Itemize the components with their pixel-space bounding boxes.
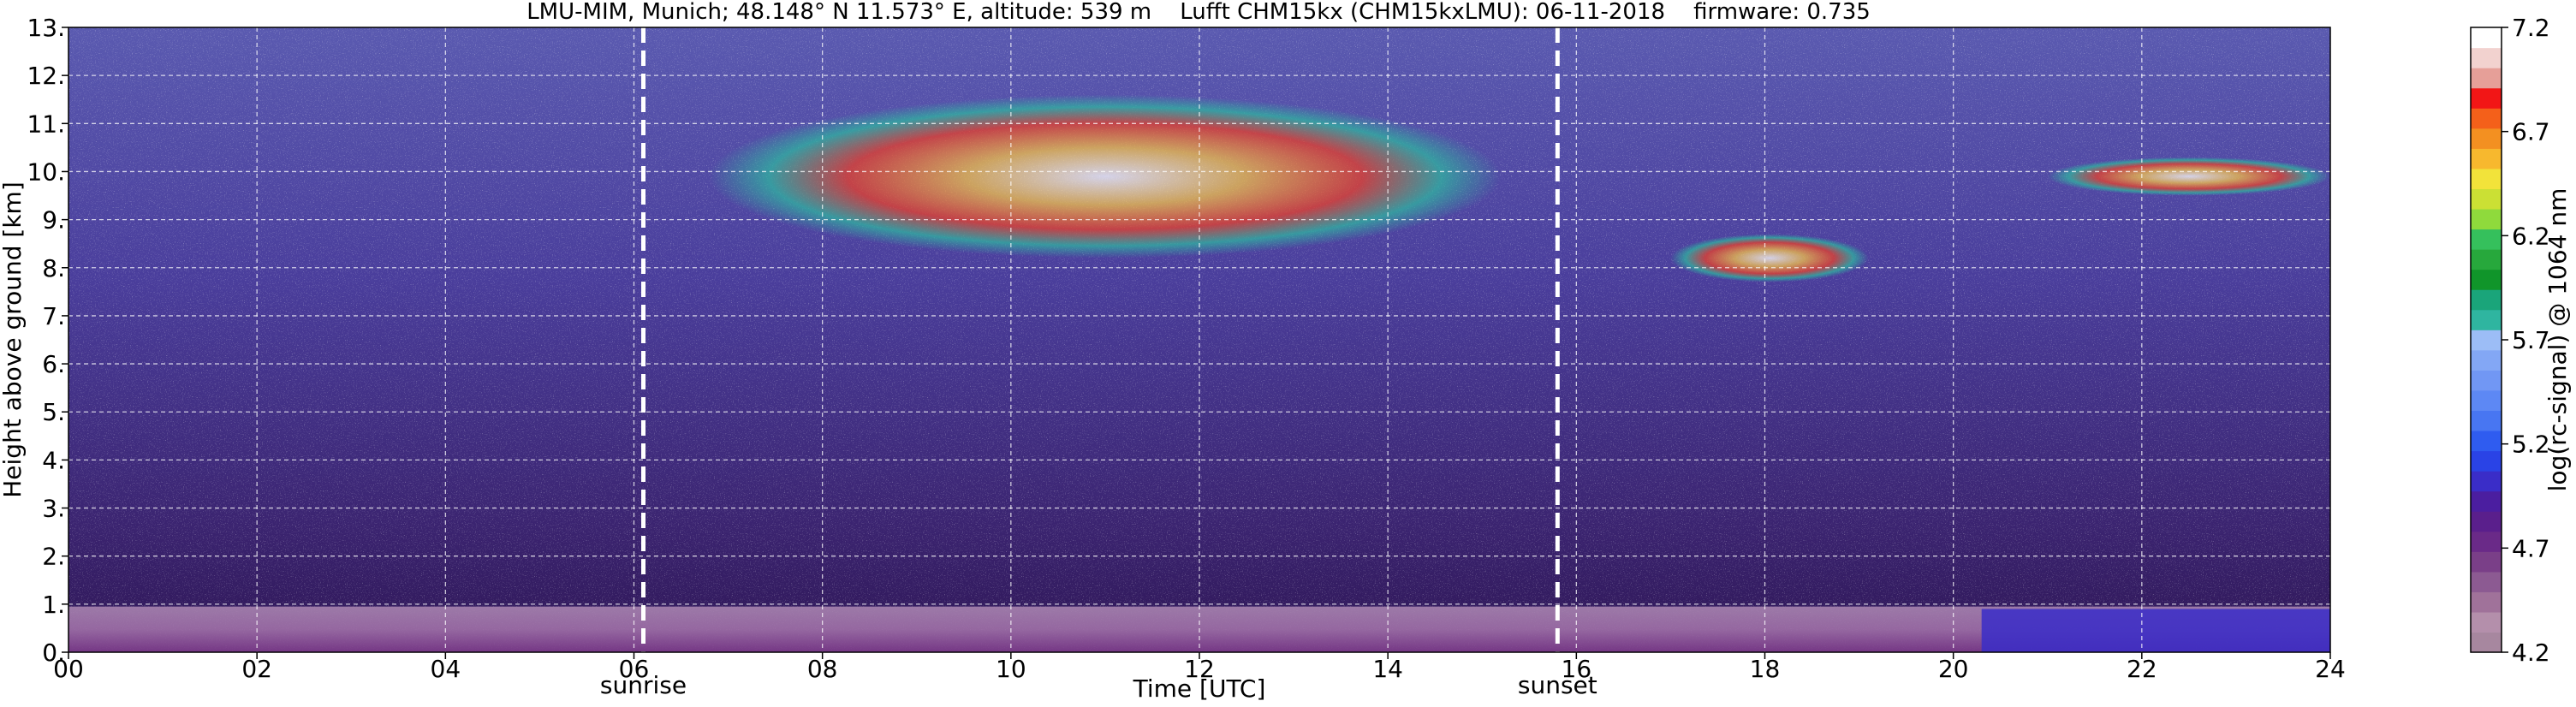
- colorbar-swatch-1: [2471, 611, 2502, 633]
- marker-labels: sunrise sunset: [600, 671, 1597, 699]
- y-tick-label-9: 9.: [42, 206, 65, 235]
- x-axis-label: Time [UTC]: [1133, 674, 1266, 703]
- colorbar-swatch-22: [2471, 188, 2502, 210]
- grid: [68, 27, 2330, 652]
- colorbar-swatch-27: [2471, 87, 2502, 109]
- y-tick-label-1: 1.: [42, 591, 65, 619]
- colorbar-swatch-19: [2471, 249, 2502, 270]
- y-axis: 0. 1. 2. 3. 4. 5. 6. 7. 8. 9. 10. 11. 12. 13.: [27, 14, 68, 667]
- colorbar-tick-label-6: 7.2: [2512, 14, 2550, 42]
- y-tick-label-13: 13.: [27, 14, 65, 42]
- colorbar-swatch-12: [2471, 389, 2502, 412]
- colorbar-tick-label-5: 6.7: [2512, 118, 2550, 146]
- colorbar-swatch-30: [2471, 27, 2502, 49]
- colorbar-label: log(rc-signal) @ 1064 nm: [2543, 188, 2572, 492]
- y-tick-label-8: 8.: [42, 254, 65, 282]
- x-tick-label-2: 04: [431, 655, 461, 683]
- colorbar-tick-label-3: 5.7: [2512, 326, 2550, 354]
- y-tick-label-0: 0.: [42, 639, 65, 667]
- colorbar-swatch-26: [2471, 108, 2502, 129]
- y-tick-label-4: 4.: [42, 446, 65, 474]
- colorbar-tick-label-1: 4.7: [2512, 534, 2550, 562]
- colorbar-swatch-7: [2471, 490, 2502, 512]
- colorbar-swatch-18: [2471, 269, 2502, 290]
- colorbar-swatch-17: [2471, 289, 2502, 311]
- y-tick-label-10: 10.: [27, 157, 65, 186]
- colorbar-tick-label-2: 5.2: [2512, 431, 2550, 459]
- x-tick-label-1: 02: [241, 655, 272, 683]
- y-tick-label-3: 3.: [42, 495, 65, 523]
- colorbar-swatch-6: [2471, 511, 2502, 532]
- x-axis: 00 02 04 06 08 10 12 14 16 18 20 22 24: [53, 652, 2346, 683]
- y-axis-label: Height above ground [km]: [0, 181, 27, 498]
- colorbar-swatch-9: [2471, 450, 2502, 472]
- chart-title: LMU-MIM, Munich; 48.148° N 11.573° E, al…: [527, 0, 1871, 25]
- colorbar-ticks: 4.2 4.7 5.2 5.7 6.2 6.7 7.2: [2502, 14, 2550, 667]
- x-tick-label-3: 06: [619, 655, 650, 683]
- day-markers: [641, 27, 1560, 652]
- x-tick-label-0: 00: [53, 655, 84, 683]
- feature-2-cirrus: [1670, 234, 1869, 282]
- colorbar: [2470, 27, 2502, 653]
- colorbar-swatch-8: [2471, 471, 2502, 492]
- x-tick-label-11: 22: [2127, 655, 2157, 683]
- colorbar-tick-label-4: 6.2: [2512, 222, 2550, 250]
- plot-area: [68, 27, 2330, 652]
- colorbar-swatch-0: [2471, 632, 2502, 653]
- x-tick-label-10: 20: [1938, 655, 1969, 683]
- x-tick-label-12: 24: [2315, 655, 2346, 683]
- colorbar-swatch-21: [2471, 208, 2502, 230]
- x-tick-label-7: 14: [1372, 655, 1403, 683]
- colorbar-swatch-28: [2471, 68, 2502, 89]
- x-tick-label-5: 10: [996, 655, 1026, 683]
- colorbar-swatch-11: [2471, 410, 2502, 431]
- x-tick-label-8: 16: [1562, 655, 1592, 683]
- y-tick-label-11: 11.: [27, 110, 65, 138]
- colorbar-swatch-24: [2471, 148, 2502, 169]
- feature-1-cirrus: [709, 94, 1502, 258]
- colorbar-swatch-20: [2471, 229, 2502, 250]
- colorbar-swatch-4: [2471, 551, 2502, 573]
- colorbar-swatch-23: [2471, 168, 2502, 189]
- y-tick-label-7: 7.: [42, 302, 65, 330]
- colorbar-swatch-14: [2471, 349, 2502, 371]
- colorbar-swatch-2: [2471, 591, 2502, 613]
- feature-4-aerosol-layer: [1981, 609, 2330, 652]
- feature-3-cirrus: [2047, 157, 2330, 196]
- colorbar-tick-label-0: 4.2: [2512, 639, 2550, 667]
- x-tick-label-6: 12: [1184, 655, 1215, 683]
- x-tick-label-9: 18: [1750, 655, 1781, 683]
- colorbar-swatch-3: [2471, 571, 2502, 592]
- colorbar-swatch-13: [2471, 370, 2502, 391]
- colorbar-swatch-5: [2471, 531, 2502, 552]
- y-tick-label-12: 12.: [27, 62, 65, 90]
- y-tick-label-2: 2.: [42, 543, 65, 571]
- marker-sunrise-label: sunrise: [600, 671, 687, 699]
- y-tick-label-5: 5.: [42, 398, 65, 426]
- marker-sunset-label: sunset: [1518, 671, 1597, 699]
- colorbar-swatch-10: [2471, 430, 2502, 452]
- colorbar-swatch-15: [2471, 330, 2502, 351]
- colorbar-swatch-16: [2471, 309, 2502, 330]
- colorbar-swatch-25: [2471, 128, 2502, 149]
- colorbar-swatch-29: [2471, 47, 2502, 68]
- y-tick-label-6: 6.: [42, 350, 65, 378]
- x-tick-label-4: 08: [807, 655, 838, 683]
